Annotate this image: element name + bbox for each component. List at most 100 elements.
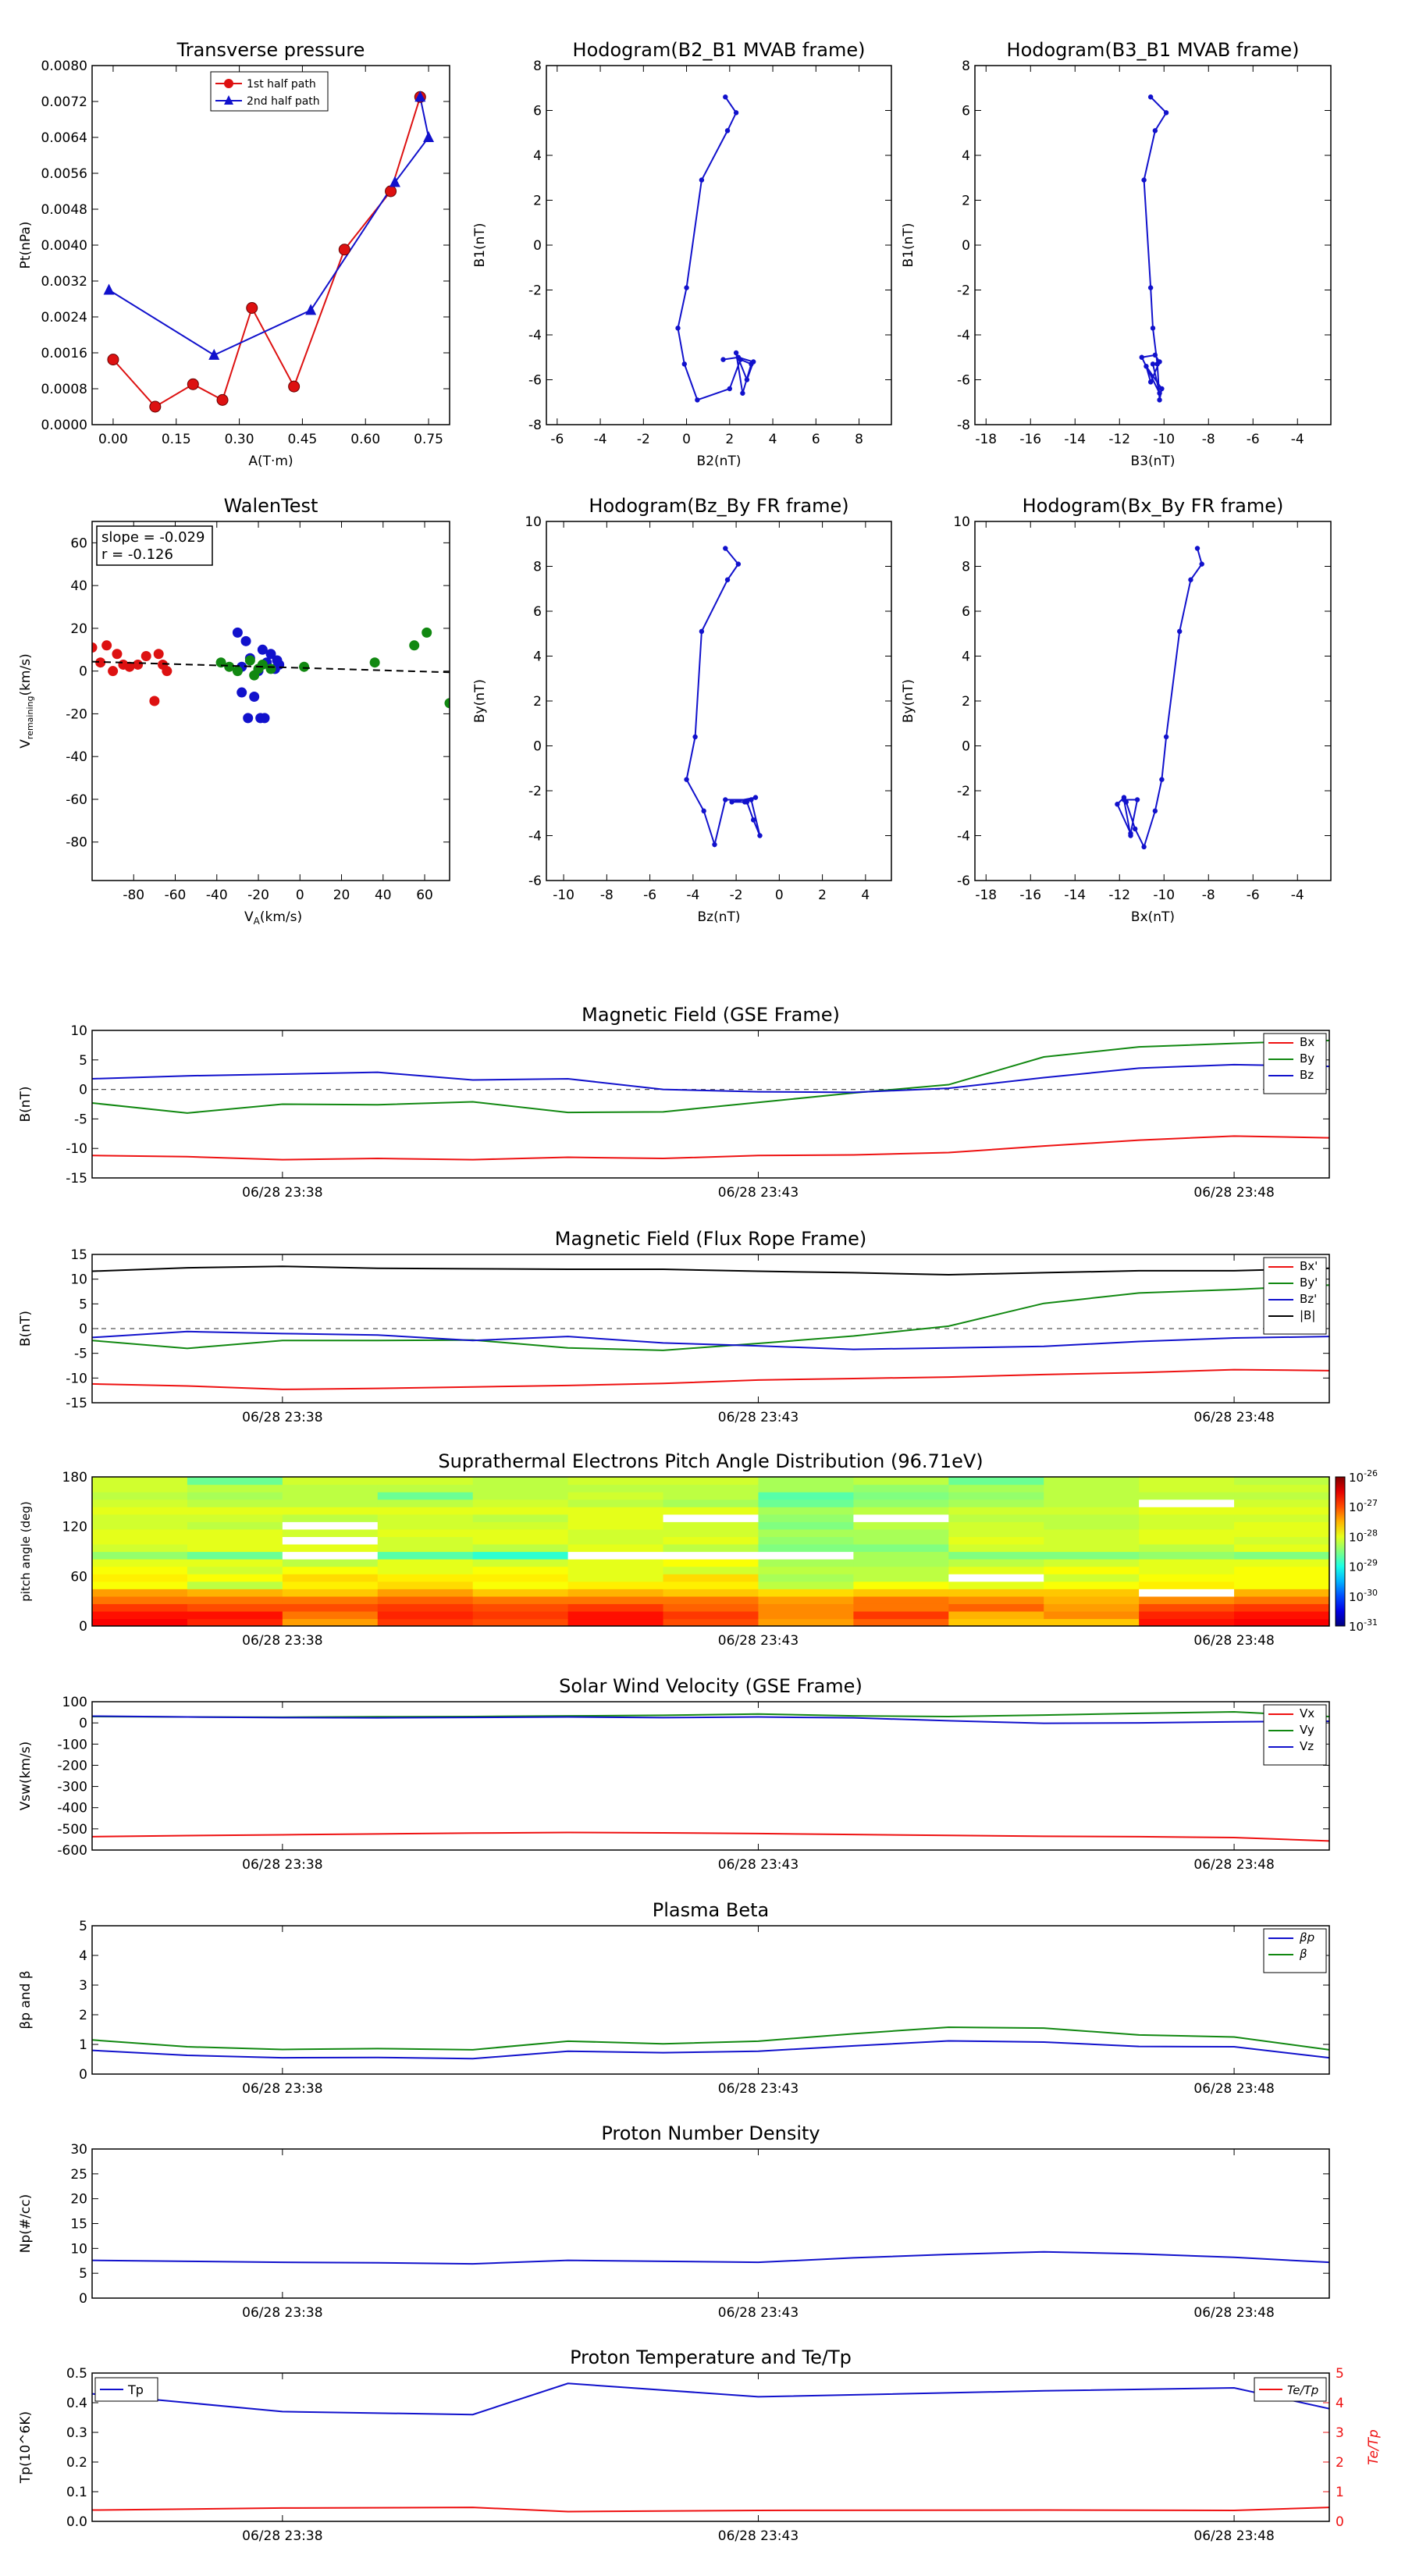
data-point	[1177, 628, 1183, 635]
data-point	[1115, 802, 1120, 807]
y-tick-label: -5	[74, 1112, 87, 1127]
x-tick-label: 0	[296, 888, 304, 903]
heatmap-cell	[472, 1551, 569, 1560]
heatmap-cell	[187, 1566, 283, 1574]
data-point	[684, 285, 689, 290]
data-point	[742, 799, 748, 805]
data-point	[414, 91, 426, 102]
data-point	[733, 350, 739, 356]
heatmap-cell	[758, 1589, 854, 1597]
series-line-By	[92, 1039, 1329, 1114]
heatmap-cell	[853, 1551, 949, 1560]
data-point	[92, 642, 98, 653]
heatmap-cell	[758, 1514, 854, 1522]
y-tick-label: 8	[962, 59, 970, 74]
plot-frame	[546, 65, 892, 425]
heatmap-cell	[1044, 1499, 1140, 1507]
heatmap-cell	[282, 1477, 379, 1485]
heatmap-cell	[377, 1566, 474, 1574]
x-tick-label: -8	[1202, 432, 1215, 447]
y-tick-label: -8	[528, 418, 542, 433]
data-point	[723, 94, 728, 100]
heatmap-cell	[187, 1528, 283, 1537]
data-point	[1152, 808, 1158, 814]
x-tick-label: -10	[1153, 432, 1175, 447]
heatmap-cell	[1139, 1514, 1235, 1522]
legend-label: Bz	[1300, 1068, 1314, 1082]
heatmap-cell	[663, 1551, 759, 1560]
y-tick-label: -60	[66, 792, 87, 808]
heatmap-cell	[187, 1603, 283, 1612]
heatmap-cell	[472, 1507, 569, 1515]
heatmap-cell	[567, 1477, 664, 1485]
y-tick-label: 6	[533, 104, 542, 119]
heatmap-cell	[663, 1521, 759, 1530]
heatmap-cell	[758, 1507, 854, 1515]
y-tick-label: 0.0064	[41, 130, 87, 146]
heatmap-cell	[1044, 1589, 1140, 1597]
x-tick-label: 0.45	[287, 432, 317, 447]
chart-title: Hodogram(Bx_By FR frame)	[1023, 495, 1284, 517]
x-tick-label: -2	[637, 432, 650, 447]
x-tick-label: -6	[643, 888, 656, 903]
data-point	[1147, 379, 1154, 385]
heatmap-cell	[853, 1484, 949, 1493]
y-tick-label: 0	[962, 238, 970, 254]
chart-title: Magnetic Field (GSE Frame)	[582, 1004, 840, 1026]
heatmap-cell	[1139, 1484, 1235, 1493]
y-tick-label: 0.0	[66, 2514, 87, 2530]
data-point	[232, 666, 243, 677]
y-tick-label: 0.0072	[41, 94, 87, 110]
heatmap-cell	[567, 1514, 664, 1522]
x-axis-label: VA(km/s)	[244, 909, 302, 927]
x-tick-label: 06/28 23:43	[718, 1857, 799, 1873]
heatmap-cell	[567, 1543, 664, 1553]
x-tick-label: 4	[861, 888, 870, 903]
heatmap-cell	[377, 1589, 474, 1597]
heatmap-cell	[187, 1543, 283, 1553]
data-point	[749, 797, 754, 802]
heatmap-cell	[567, 1610, 664, 1620]
y-axis-label: pitch angle (deg)	[19, 1501, 33, 1601]
heatmap-cell	[1234, 1566, 1329, 1574]
heatmap-cell	[1234, 1484, 1329, 1493]
x-tick-label: -12	[1108, 888, 1130, 903]
heatmap-cell	[853, 1507, 949, 1515]
y-tick-label: 10	[70, 2241, 87, 2257]
x-tick-label: -16	[1019, 432, 1041, 447]
y-tick-label: 0	[79, 2067, 87, 2083]
heatmap-cell	[853, 1596, 949, 1604]
y-tick-label: -40	[66, 749, 87, 765]
plot-area	[92, 2250, 1329, 2265]
x-tick-label: 2	[725, 432, 734, 447]
data-point	[162, 666, 173, 677]
heatmap-cell	[377, 1618, 474, 1626]
panel-pad: Suprathermal Electrons Pitch Angle Distr…	[19, 1450, 1378, 1649]
heatmap-cell	[472, 1566, 569, 1574]
data-point	[695, 397, 700, 403]
heatmap-cell	[377, 1536, 474, 1545]
x-tick-label: -14	[1064, 432, 1086, 447]
heatmap-cell	[567, 1551, 664, 1560]
heatmap-cell	[1139, 1543, 1235, 1553]
heatmap-cell	[282, 1536, 379, 1545]
data-point	[744, 377, 750, 382]
heatmap-cell	[1139, 1574, 1235, 1582]
heatmap-cell	[187, 1559, 283, 1567]
y-tick-label: 180	[62, 1470, 87, 1485]
heatmap-cell	[377, 1484, 474, 1493]
series-line-Bx'	[92, 1368, 1329, 1390]
data-point	[751, 359, 756, 365]
heatmap-cell	[472, 1610, 569, 1620]
y-tick-label: 4	[962, 649, 970, 665]
heatmap-cell	[758, 1574, 854, 1582]
x-tick-label: 06/28 23:43	[718, 2305, 799, 2321]
heatmap-cell	[1044, 1543, 1140, 1553]
chart-title: Solar Wind Velocity (GSE Frame)	[559, 1675, 863, 1697]
heatmap-cell	[758, 1543, 854, 1553]
heatmap-cell	[1234, 1477, 1329, 1485]
chart-title: Suprathermal Electrons Pitch Angle Distr…	[438, 1450, 983, 1472]
y-tick-label: -6	[528, 373, 542, 389]
heatmap-cell	[567, 1492, 664, 1500]
